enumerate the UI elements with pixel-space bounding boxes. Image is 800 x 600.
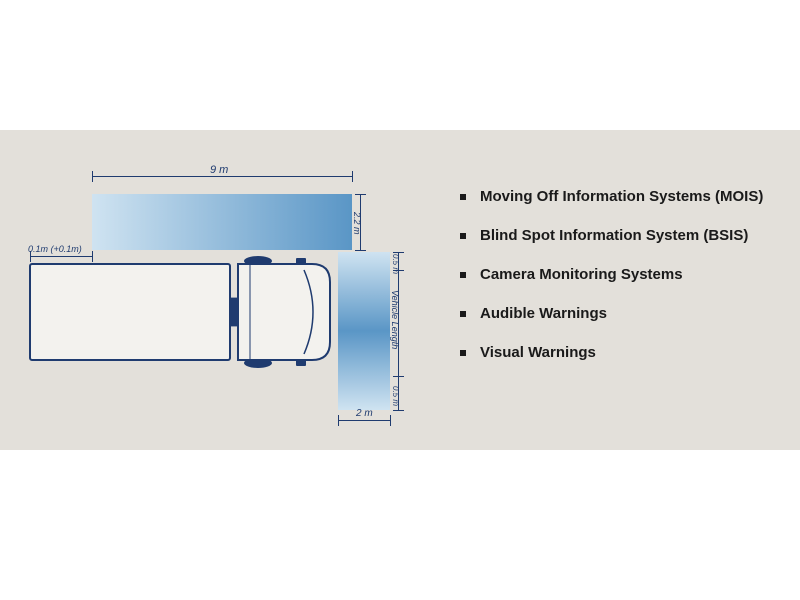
feature-item: Visual Warnings [460, 344, 763, 361]
feature-item: Blind Spot Information System (BSIS) [460, 227, 763, 244]
bullet-icon [460, 350, 466, 356]
detection-zone-side [92, 194, 352, 250]
feature-label: Camera Monitoring Systems [480, 266, 683, 283]
feature-item: Camera Monitoring Systems [460, 266, 763, 283]
feature-label: Blind Spot Information System (BSIS) [480, 227, 748, 244]
dimension-label: 2 m [356, 408, 373, 419]
stage: 9 m 0.1m (+0.1m) 2 m 2.2 m 0.5 m Vehicle Leng… [0, 0, 800, 600]
truck-icon [26, 250, 346, 374]
dimension-label: Vehicle Length [390, 290, 400, 349]
bullet-icon [460, 272, 466, 278]
dimension-label: 0.1m (+0.1m) [28, 244, 82, 254]
bullet-icon [460, 233, 466, 239]
dimension-label: 2.2 m [352, 212, 362, 235]
feature-label: Audible Warnings [480, 305, 607, 322]
dimension-label: 0.5 m [391, 386, 400, 406]
bullet-icon [460, 311, 466, 317]
feature-label: Visual Warnings [480, 344, 596, 361]
feature-list: Moving Off Information Systems (MOIS) Bli… [460, 188, 763, 383]
dimension-label: 9 m [210, 164, 228, 176]
bullet-icon [460, 194, 466, 200]
feature-label: Moving Off Information Systems (MOIS) [480, 188, 763, 205]
feature-item: Audible Warnings [460, 305, 763, 322]
feature-item: Moving Off Information Systems (MOIS) [460, 188, 763, 205]
